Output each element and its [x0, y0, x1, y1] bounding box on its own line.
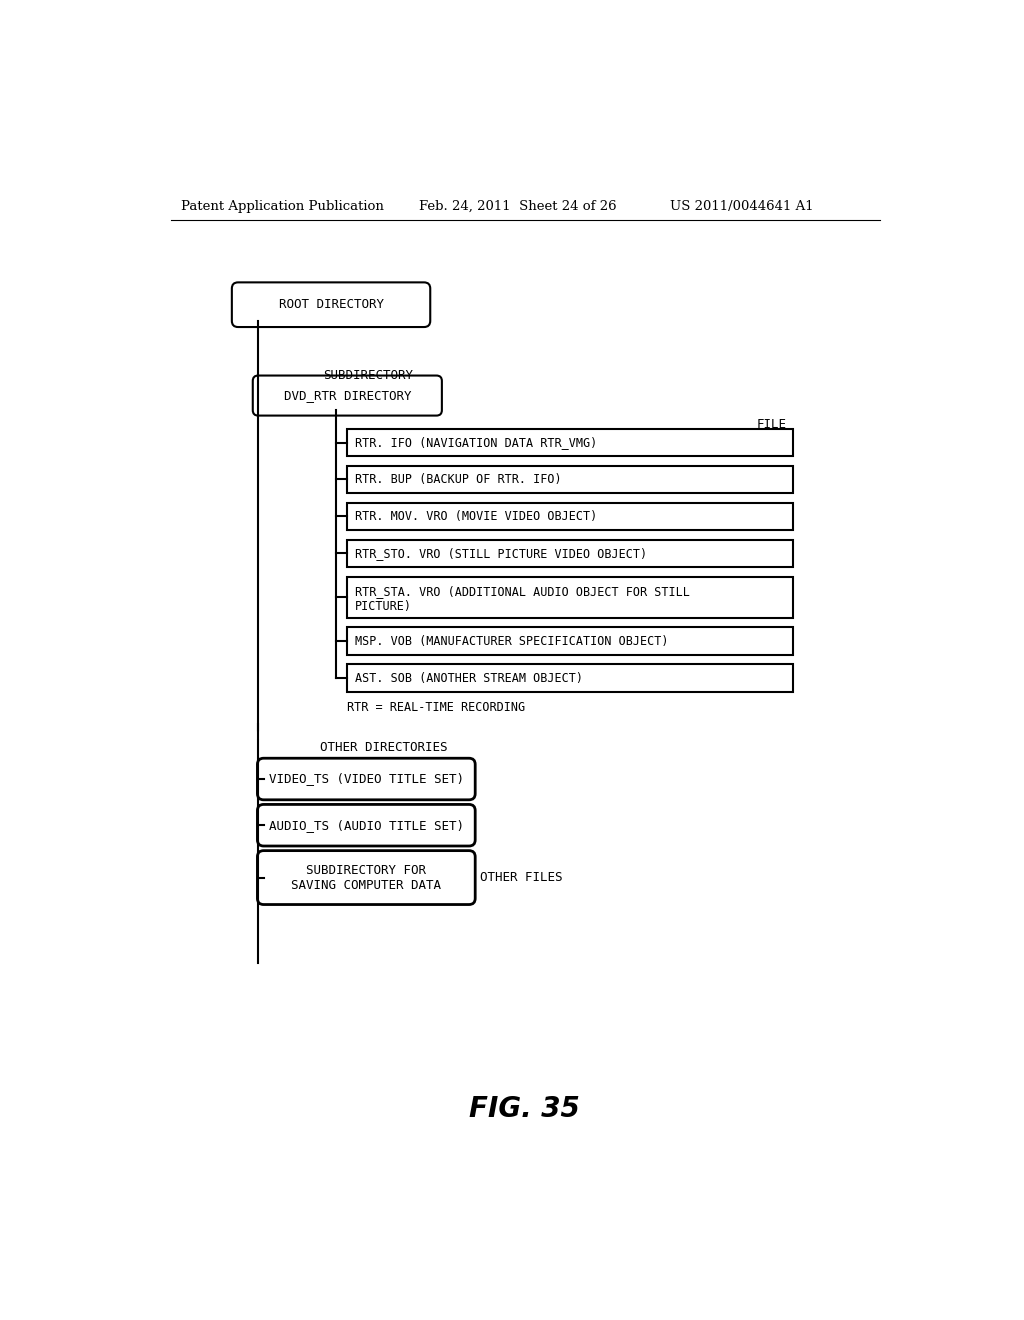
Text: SAVING COMPUTER DATA: SAVING COMPUTER DATA [291, 879, 441, 892]
Text: SUBDIRECTORY FOR: SUBDIRECTORY FOR [306, 865, 426, 876]
Text: OTHER FILES: OTHER FILES [480, 871, 562, 884]
Text: RTR = REAL-TIME RECORDING: RTR = REAL-TIME RECORDING [347, 701, 525, 714]
Text: PICTURE): PICTURE) [355, 601, 412, 612]
Text: Patent Application Publication: Patent Application Publication [180, 199, 384, 213]
Text: FIG. 35: FIG. 35 [469, 1096, 581, 1123]
FancyBboxPatch shape [257, 758, 475, 800]
FancyBboxPatch shape [257, 850, 475, 904]
Text: US 2011/0044641 A1: US 2011/0044641 A1 [671, 199, 814, 213]
FancyBboxPatch shape [253, 376, 442, 416]
FancyBboxPatch shape [257, 804, 475, 846]
Text: RTR. BUP (BACKUP OF RTR. IFO): RTR. BUP (BACKUP OF RTR. IFO) [355, 473, 562, 486]
Text: RTR. MOV. VRO (MOVIE VIDEO OBJECT): RTR. MOV. VRO (MOVIE VIDEO OBJECT) [355, 510, 597, 523]
Text: Feb. 24, 2011  Sheet 24 of 26: Feb. 24, 2011 Sheet 24 of 26 [419, 199, 616, 213]
Bar [347, 627, 793, 655]
Text: RTR. IFO (NAVIGATION DATA RTR_VMG): RTR. IFO (NAVIGATION DATA RTR_VMG) [355, 436, 597, 449]
Bar [347, 466, 793, 494]
Text: MSP. VOB (MANUFACTURER SPECIFICATION OBJECT): MSP. VOB (MANUFACTURER SPECIFICATION OBJ… [355, 635, 669, 648]
Bar [347, 664, 793, 692]
Text: AUDIO_TS (AUDIO TITLE SET): AUDIO_TS (AUDIO TITLE SET) [269, 818, 464, 832]
Text: ROOT DIRECTORY: ROOT DIRECTORY [279, 298, 384, 312]
Bar [347, 540, 793, 568]
Text: VIDEO_TS (VIDEO TITLE SET): VIDEO_TS (VIDEO TITLE SET) [269, 772, 464, 785]
FancyBboxPatch shape [231, 282, 430, 327]
Text: DVD_RTR DIRECTORY: DVD_RTR DIRECTORY [284, 389, 411, 403]
Bar [347, 429, 793, 457]
Text: OTHER DIRECTORIES: OTHER DIRECTORIES [319, 741, 447, 754]
Text: RTR_STA. VRO (ADDITIONAL AUDIO OBJECT FOR STILL: RTR_STA. VRO (ADDITIONAL AUDIO OBJECT FO… [355, 585, 690, 598]
Text: RTR_STO. VRO (STILL PICTURE VIDEO OBJECT): RTR_STO. VRO (STILL PICTURE VIDEO OBJECT… [355, 546, 647, 560]
Text: FILE: FILE [757, 417, 786, 430]
Text: SUBDIRECTORY: SUBDIRECTORY [324, 370, 414, 381]
Bar [347, 503, 793, 531]
Bar [347, 577, 793, 618]
Text: AST. SOB (ANOTHER STREAM OBJECT): AST. SOB (ANOTHER STREAM OBJECT) [355, 672, 583, 685]
